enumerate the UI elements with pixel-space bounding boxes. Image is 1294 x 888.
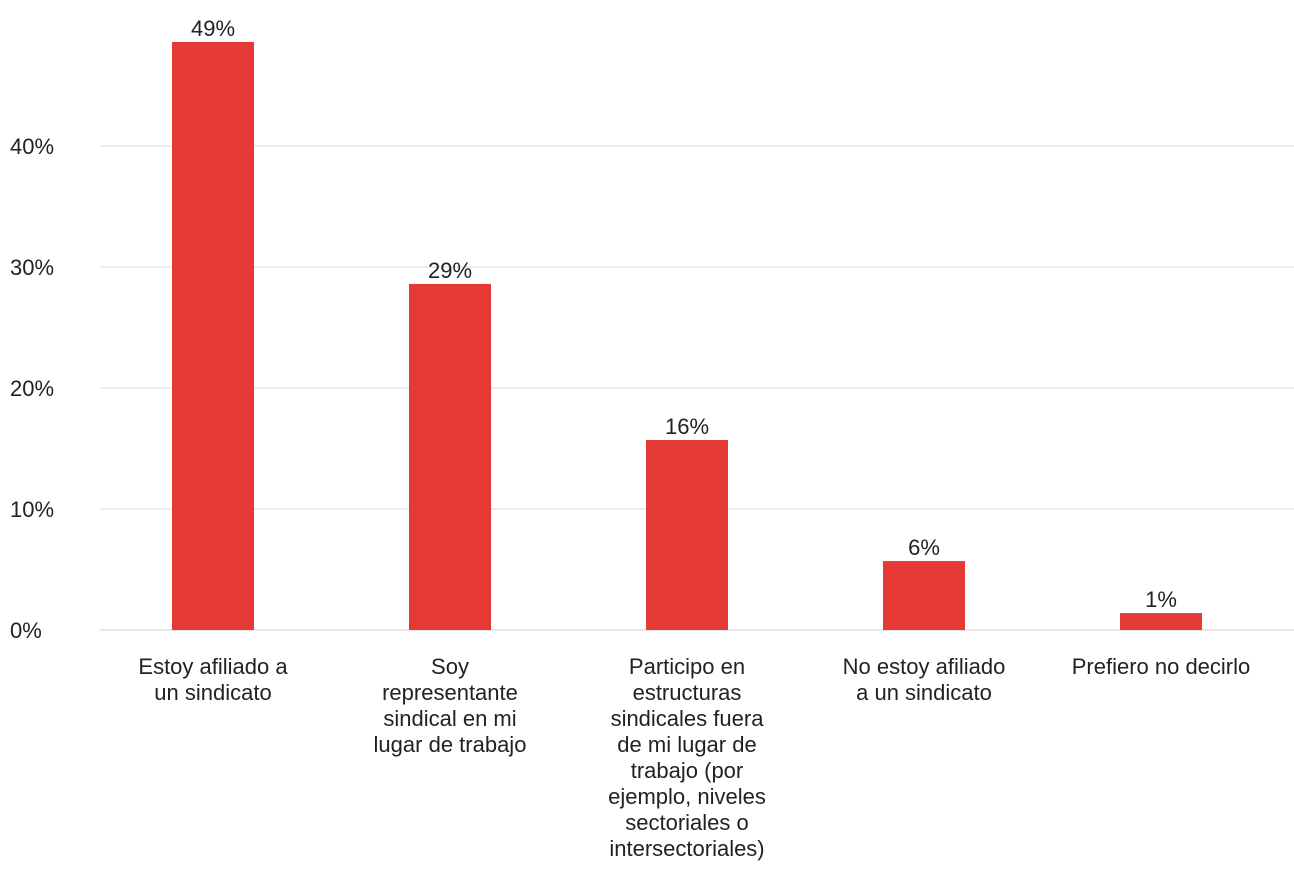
bar-value-label: 6% <box>908 535 940 560</box>
x-category-label-line: Soy <box>431 654 469 679</box>
y-tick-label: 10% <box>10 497 54 522</box>
bar-value-label: 29% <box>428 258 472 283</box>
bar <box>409 283 491 630</box>
x-category-label-line: sindicales fuera <box>610 706 764 731</box>
x-category-label-line: intersectoriales) <box>609 836 765 861</box>
x-category-label-line: Prefiero no decirlo <box>1071 654 1251 679</box>
x-category-label: Soy representante sindical en mi lugar de t… <box>350 654 550 758</box>
x-category-label-line: Participo en <box>628 654 746 679</box>
x-category-label-line: Estoy afiliado a <box>138 654 288 679</box>
x-category-label-line: ejemplo, niveles <box>608 784 766 809</box>
bars <box>172 41 1202 630</box>
bar <box>883 561 965 630</box>
x-category-label-line: estructuras <box>632 680 742 705</box>
x-category-label-line: representante <box>382 680 518 705</box>
x-category-label: Participo en estructuras sindicales fuera d… <box>587 654 787 862</box>
x-category-label-line: sindical en mi <box>383 706 517 731</box>
y-tick-label: 30% <box>10 255 54 280</box>
bar <box>172 41 254 630</box>
bar-value-label: 16% <box>665 414 709 439</box>
value-labels: 49% 29% 16% 6% 1% <box>191 16 1177 612</box>
x-category-label-line: de mi lugar de <box>617 732 757 757</box>
x-category-label-line: trabajo (por <box>630 758 744 783</box>
y-tick-label: 20% <box>10 376 54 401</box>
bar <box>1120 613 1202 630</box>
x-category-label: Prefiero no decirlo <box>1061 654 1261 680</box>
x-category-label-line: sectoriales o <box>625 810 749 835</box>
x-category-label: No estoy afiliado a un sindicato <box>824 654 1024 706</box>
y-axis-ticks: 0% 10% 20% 30% 40% <box>10 134 54 643</box>
y-tick-label: 40% <box>10 134 54 159</box>
y-tick-label: 0% <box>10 618 42 643</box>
x-category-label-line: a un sindicato <box>856 680 992 705</box>
x-category-label-line: un sindicato <box>154 680 272 705</box>
x-category-label-line: No estoy afiliado <box>842 654 1006 679</box>
x-category-label-line: lugar de trabajo <box>373 732 527 757</box>
bar-value-label: 49% <box>191 16 235 41</box>
bar-value-label: 1% <box>1145 587 1177 612</box>
x-category-label: Estoy afiliado a un sindicato <box>113 654 313 706</box>
bar <box>646 440 728 630</box>
